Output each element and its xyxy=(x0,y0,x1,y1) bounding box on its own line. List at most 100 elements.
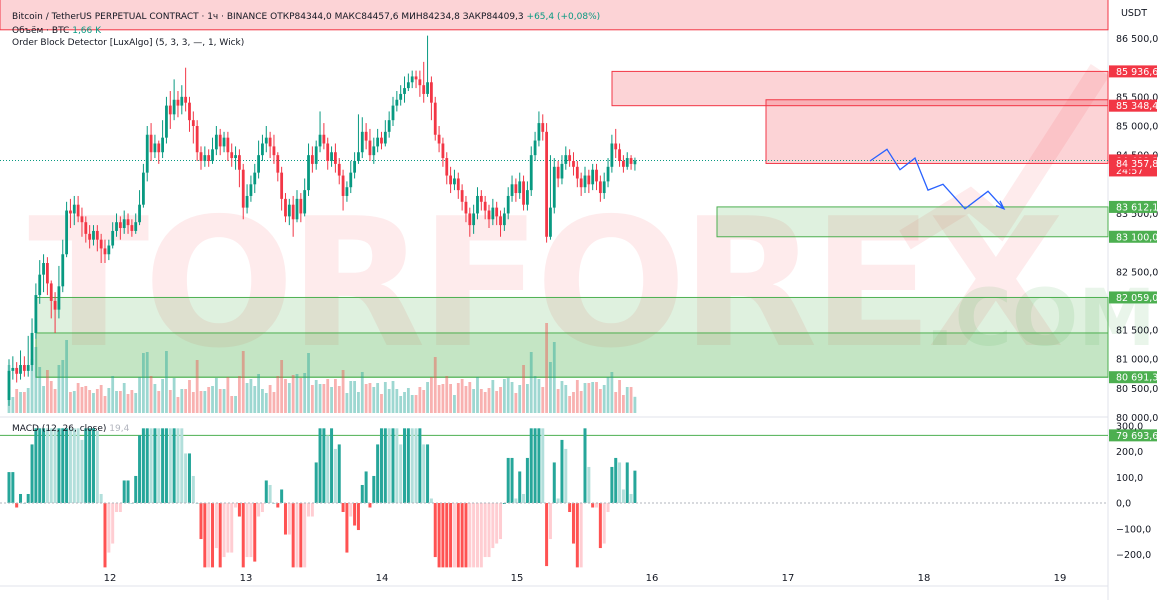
candle[interactable] xyxy=(34,295,38,333)
candle[interactable] xyxy=(314,146,318,164)
candle[interactable] xyxy=(353,160,356,173)
candle[interactable] xyxy=(460,190,464,202)
candle[interactable] xyxy=(99,239,103,249)
candle[interactable] xyxy=(445,158,449,176)
candle[interactable] xyxy=(268,137,272,147)
candle[interactable] xyxy=(334,152,337,164)
candle[interactable] xyxy=(103,248,107,255)
candle[interactable] xyxy=(69,210,72,214)
candle[interactable] xyxy=(130,225,134,231)
candle[interactable] xyxy=(264,137,268,144)
candle[interactable] xyxy=(560,163,564,179)
candle[interactable] xyxy=(142,172,145,205)
candle[interactable] xyxy=(395,99,399,106)
candle[interactable] xyxy=(622,160,625,167)
candle[interactable] xyxy=(111,230,115,246)
candle[interactable] xyxy=(234,155,237,159)
candle[interactable] xyxy=(88,233,92,240)
candle[interactable] xyxy=(472,213,476,226)
candle[interactable] xyxy=(180,96,184,106)
candle[interactable] xyxy=(46,263,49,284)
price-tag[interactable]: 79 693,6 xyxy=(1109,429,1158,442)
candle[interactable] xyxy=(322,134,326,144)
candle[interactable] xyxy=(61,254,65,287)
candle[interactable] xyxy=(118,222,122,229)
order-block-bearish-2[interactable] xyxy=(765,99,1109,164)
candle[interactable] xyxy=(226,137,230,153)
candle[interactable] xyxy=(253,172,257,185)
candle[interactable] xyxy=(199,152,203,161)
candle[interactable] xyxy=(122,219,126,229)
candle[interactable] xyxy=(591,169,595,185)
candle[interactable] xyxy=(437,134,441,144)
candle[interactable] xyxy=(522,181,525,205)
candle[interactable] xyxy=(376,137,380,147)
candle[interactable] xyxy=(7,370,11,401)
candle[interactable] xyxy=(583,175,587,188)
candle[interactable] xyxy=(272,146,276,156)
order-block-bearish-0[interactable] xyxy=(0,0,1109,31)
price-tag[interactable]: 83 100,0 xyxy=(1109,230,1158,244)
candle[interactable] xyxy=(341,175,345,196)
candle[interactable] xyxy=(249,184,253,196)
candle[interactable] xyxy=(42,263,45,275)
candle[interactable] xyxy=(364,131,368,141)
candle[interactable] xyxy=(410,76,414,83)
candle[interactable] xyxy=(26,365,30,371)
candle[interactable] xyxy=(357,152,360,161)
candle[interactable] xyxy=(337,163,341,176)
candle[interactable] xyxy=(433,102,437,135)
candle[interactable] xyxy=(556,166,560,179)
candle[interactable] xyxy=(145,134,149,173)
candle[interactable] xyxy=(176,99,180,106)
candle[interactable] xyxy=(368,140,372,156)
candle[interactable] xyxy=(549,207,552,237)
candle[interactable] xyxy=(430,82,433,103)
price-tag[interactable]: 82 059,0 xyxy=(1109,291,1158,304)
candle[interactable] xyxy=(222,137,226,147)
candle[interactable] xyxy=(468,213,472,226)
candle[interactable] xyxy=(403,88,406,94)
candle[interactable] xyxy=(303,190,307,214)
candle[interactable] xyxy=(602,181,606,194)
candle[interactable] xyxy=(422,85,426,94)
candle[interactable] xyxy=(214,134,218,150)
candle[interactable] xyxy=(188,102,191,121)
candle[interactable] xyxy=(372,146,376,156)
candle[interactable] xyxy=(191,120,195,126)
candle[interactable] xyxy=(107,245,111,255)
candle[interactable] xyxy=(57,286,61,310)
candle[interactable] xyxy=(564,155,568,164)
candle[interactable] xyxy=(318,134,322,147)
candle[interactable] xyxy=(510,184,514,196)
candle[interactable] xyxy=(414,76,418,80)
candle[interactable] xyxy=(487,210,491,220)
candle[interactable] xyxy=(238,155,241,170)
volume-legend[interactable]: Объём · BTC 1,66 K xyxy=(12,26,101,36)
candle[interactable] xyxy=(545,131,548,237)
candle[interactable] xyxy=(195,126,199,153)
candle[interactable] xyxy=(92,230,95,240)
candle[interactable] xyxy=(456,178,460,191)
price-tag[interactable]: 84 357,8 xyxy=(1109,157,1158,170)
candle[interactable] xyxy=(491,207,495,220)
candle[interactable] xyxy=(441,143,445,159)
candle[interactable] xyxy=(134,222,138,231)
price-tag[interactable]: 85 936,6 xyxy=(1109,65,1158,78)
candle[interactable] xyxy=(211,149,214,161)
candle[interactable] xyxy=(72,204,76,214)
symbol-title[interactable]: Bitcoin / TetherUS PERPETUAL CONTRACT · … xyxy=(12,12,268,22)
candle[interactable] xyxy=(95,230,99,240)
candle[interactable] xyxy=(280,172,284,199)
price-tag[interactable]: 85 348,4 xyxy=(1109,99,1158,113)
candle[interactable] xyxy=(533,140,537,156)
candle[interactable] xyxy=(172,99,176,115)
candle[interactable] xyxy=(399,93,403,100)
candle[interactable] xyxy=(387,120,391,132)
candle[interactable] xyxy=(15,367,19,374)
candle[interactable] xyxy=(349,172,353,188)
candle[interactable] xyxy=(406,82,410,89)
candle[interactable] xyxy=(572,160,575,167)
candle[interactable] xyxy=(326,143,330,161)
